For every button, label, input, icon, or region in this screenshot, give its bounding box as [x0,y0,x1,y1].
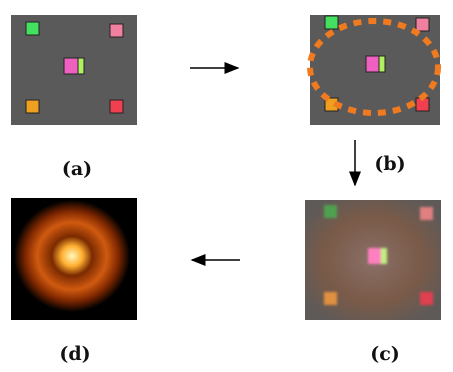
panel-c [305,200,441,320]
label-d: (d) [59,343,90,365]
figure: (a) (b) (c) (d) [0,0,453,372]
panel-d [11,198,137,320]
label-b: (b) [374,153,405,175]
label-c: (c) [370,343,400,365]
panel-a [11,15,137,125]
label-a: (a) [62,158,92,180]
panel-b [310,15,440,125]
